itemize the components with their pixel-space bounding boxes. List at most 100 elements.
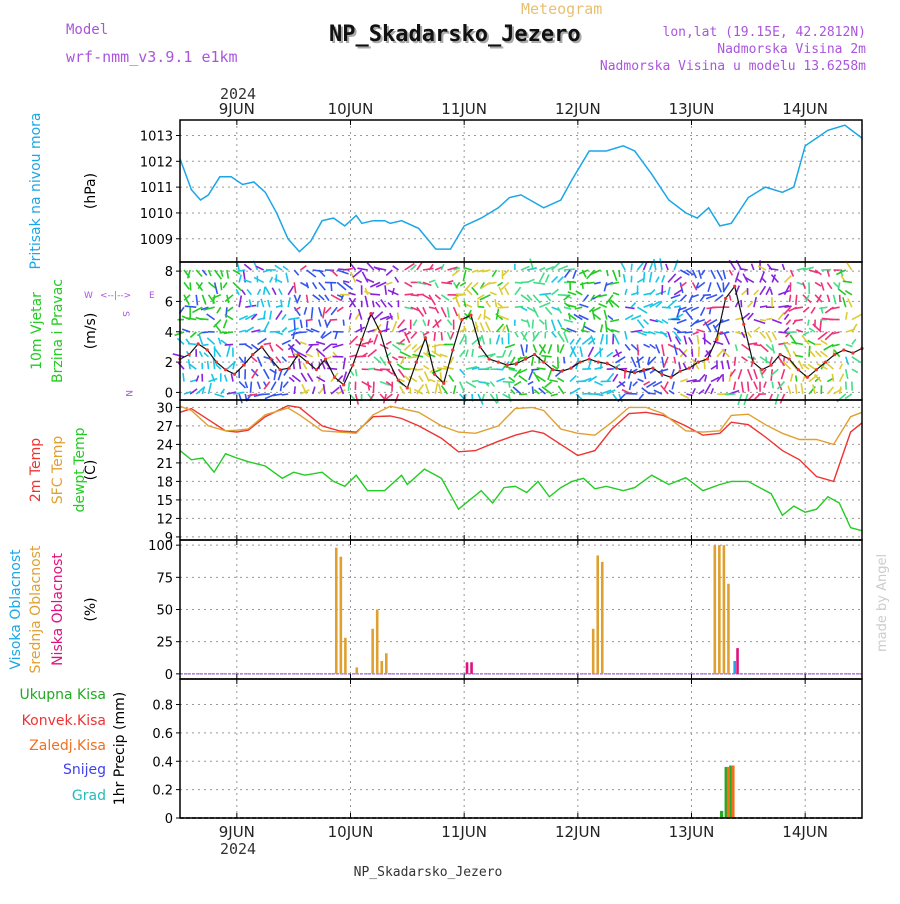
wind-barb	[644, 332, 651, 333]
wind-barb	[519, 394, 527, 395]
wind-barb	[668, 300, 676, 307]
wind-barb	[766, 319, 772, 320]
wind-barb	[671, 295, 681, 298]
wind-speed-point	[560, 370, 563, 373]
wind-barb	[296, 339, 301, 344]
wind-barb	[373, 382, 374, 394]
subtitle: Meteogram	[521, 0, 602, 18]
wind-barb	[791, 342, 802, 344]
x-day-label-bottom: 14JUN	[782, 823, 828, 841]
wind-barb	[613, 293, 619, 295]
cloud-bar	[592, 629, 595, 674]
wind-barb	[515, 287, 521, 295]
wind-barb	[294, 270, 298, 275]
wind-barb	[264, 322, 269, 333]
wind-barb	[466, 305, 472, 308]
wind-barb	[423, 320, 426, 326]
wind-barb	[319, 282, 326, 290]
wind-barb	[845, 291, 852, 295]
wind-barb	[656, 291, 666, 295]
wind-barb	[573, 270, 576, 279]
wind-barb	[233, 361, 235, 369]
x-day-label-top: 9JUN	[219, 100, 255, 118]
wind-barb	[325, 295, 329, 301]
wind-barb	[587, 282, 595, 283]
wind-barb	[484, 310, 485, 320]
wind-barb	[319, 320, 321, 327]
wind-barb	[638, 379, 644, 382]
wind-barb	[282, 340, 291, 344]
wind-barb	[313, 387, 315, 394]
wind-barb	[393, 266, 399, 270]
wind-barb	[478, 382, 489, 384]
wind-barb	[348, 382, 349, 391]
wind-barb	[395, 394, 398, 403]
pressure-line	[180, 125, 862, 252]
wind-barb	[467, 289, 472, 295]
wind-barb	[668, 344, 678, 349]
wind-barb	[447, 332, 450, 340]
wind-barb	[258, 394, 269, 395]
wind-barb	[824, 344, 834, 350]
wind-barb	[432, 344, 441, 346]
wind-barb	[770, 357, 772, 364]
wind-barb	[693, 388, 696, 394]
wind-barb	[601, 324, 603, 332]
wind-barb	[552, 332, 557, 338]
precip-legend-label: Ukupna Kisa	[19, 687, 106, 703]
wind-barb	[502, 338, 503, 345]
wind-barb	[820, 320, 821, 331]
wind-barb	[472, 381, 479, 382]
wind-barb	[498, 282, 503, 285]
wind-barb	[294, 282, 295, 293]
wind-barb	[619, 270, 620, 277]
wind-barb	[507, 325, 509, 332]
wind-barb	[417, 262, 423, 270]
wind-barb	[335, 332, 337, 339]
wind-barb	[447, 307, 449, 318]
wind-barb	[231, 374, 233, 382]
y-tick-label: 1013	[140, 129, 173, 144]
wind-barb	[674, 357, 675, 364]
wind-barb	[674, 328, 681, 332]
wind-barb	[613, 374, 618, 381]
wind-barb	[343, 358, 345, 370]
wind-speed-point	[306, 360, 309, 363]
side-label: Niska Oblacnost	[50, 553, 66, 666]
wind-barb	[173, 354, 184, 357]
wind-barb	[843, 297, 846, 307]
wind-barb	[388, 303, 392, 308]
wind-barb	[276, 274, 277, 282]
wind-barb	[264, 287, 265, 295]
wind-speed-point	[324, 357, 327, 360]
wind-barb	[423, 307, 426, 314]
precip-legend-label: Konvek.Kisa	[22, 713, 106, 729]
wind-barb	[796, 384, 797, 394]
wind-barb	[412, 344, 417, 349]
wind-barb	[337, 270, 348, 274]
wind-barb	[832, 374, 833, 382]
wind-barb	[708, 282, 711, 291]
y-tick-label: 0	[165, 386, 173, 401]
wind-barb	[368, 368, 375, 369]
wind-barb	[735, 272, 738, 282]
wind-barb	[272, 288, 276, 295]
wind-barb	[784, 314, 788, 320]
wind-barb	[752, 264, 754, 270]
wind-barb	[748, 369, 752, 380]
wind-barb	[833, 295, 835, 304]
wind-barb	[656, 277, 659, 283]
wind-barb	[283, 266, 288, 270]
wind-barb	[419, 376, 423, 382]
wind-barb	[239, 296, 241, 308]
cloud-bar	[340, 557, 343, 674]
wind-barb	[276, 306, 282, 308]
wind-barb	[478, 307, 484, 308]
wind-barb	[679, 349, 687, 357]
x-day-label-top: 13JUN	[669, 100, 715, 118]
side-label: 2m Temp	[28, 438, 44, 502]
wind-barb	[199, 319, 209, 320]
wind-barb	[529, 369, 533, 380]
wind-barb	[460, 382, 464, 392]
